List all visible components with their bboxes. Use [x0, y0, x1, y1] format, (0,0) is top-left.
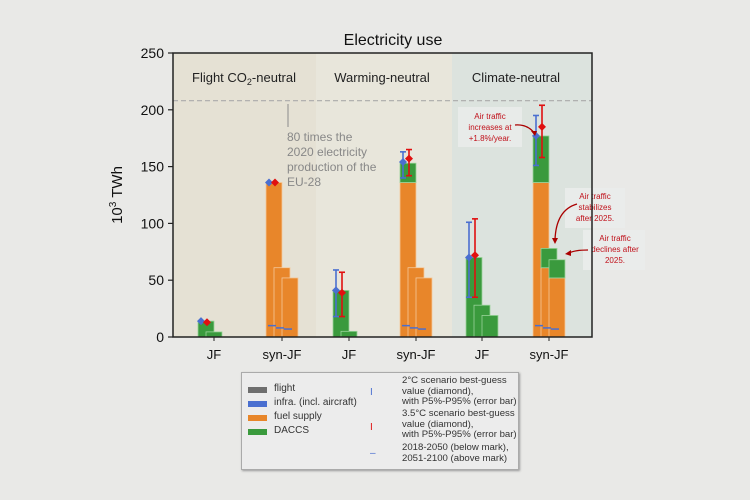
diamond-3-5c [471, 251, 479, 260]
diamond-2c [265, 178, 273, 187]
y-tick-label: 150 [141, 159, 165, 175]
svg-text:Air traffic: Air traffic [579, 192, 610, 201]
plot-frame [172, 52, 593, 338]
x-tick-label: JF [342, 347, 357, 362]
bar-daccs [532, 135, 550, 183]
panel-label-flight-co2-neutral: Flight CO2-neutral [192, 70, 296, 87]
svg-text:Air traffic: Air traffic [474, 112, 505, 121]
y-tick-label: 50 [148, 272, 164, 288]
x-tick-label: JF [475, 347, 490, 362]
arrow-icon [554, 203, 578, 241]
legend-swatch-fuel [248, 415, 267, 421]
legend-3-5c-text: 3.5°C scenario best-guess value (diamond)… [402, 408, 517, 440]
legend-swatch-infra [248, 401, 267, 407]
annotation-declines: Air traffic declines after 2025. [565, 230, 645, 270]
reference-text-line: 80 times the [287, 130, 353, 144]
reference-text-line: EU-28 [287, 175, 321, 189]
y-axis-label: 103 TWh [108, 166, 126, 224]
bar-fuel-supply [548, 277, 566, 338]
diamond-2c [399, 158, 407, 167]
legend-label-fuel: fuel supply [274, 411, 322, 422]
diamond-2c [332, 286, 340, 295]
diamond-3-5c [338, 288, 346, 297]
svg-text:stabilizes: stabilizes [579, 203, 612, 212]
legend-label-daccs: DACCS [274, 425, 310, 436]
panel-label-climate-neutral: Climate-neutral [472, 70, 560, 85]
legend: flight infra. (incl. aircraft) fuel supp… [241, 372, 519, 470]
bar-daccs [481, 315, 499, 338]
bar-daccs [548, 259, 566, 279]
legend-swatch-daccs [248, 429, 267, 435]
y-tick-label: 0 [156, 329, 164, 345]
bar-fuel-supply [415, 277, 433, 338]
diamond-2c [197, 317, 205, 326]
diamond-3-5c [538, 122, 546, 131]
svg-text:after 2025.: after 2025. [576, 214, 614, 223]
annotation-stabilizes: Air traffic stabilizes after 2025. [552, 188, 625, 244]
bar-daccs [340, 330, 358, 338]
chart-title: Electricity use [344, 32, 443, 49]
panel-label-warming-neutral: Warming-neutral [334, 70, 430, 85]
y-tick-label: 200 [141, 102, 165, 118]
x-tick-label: syn-JF [263, 347, 302, 362]
legend-2c-text: 2°C scenario best-guess value (diamond), w… [402, 375, 517, 407]
svg-text:+1.8%/year.: +1.8%/year. [469, 134, 511, 143]
legend-period-text: 2018-2050 (below mark), 2051-2100 (above … [402, 442, 509, 464]
svg-text:Air traffic: Air traffic [599, 234, 630, 243]
svg-text:2025.: 2025. [605, 256, 625, 265]
x-tick-label: syn-JF [530, 347, 569, 362]
diamond-3-5c [405, 154, 413, 163]
x-tick-label: syn-JF [397, 347, 436, 362]
legend-period-mark-icon: – [370, 448, 376, 459]
x-tick-label: JF [207, 347, 222, 362]
y-tick-label: 100 [141, 215, 165, 231]
reference-text-line: production of the [287, 160, 377, 174]
svg-text:declines after: declines after [591, 245, 639, 254]
legend-errorbar-blue-icon: I [370, 387, 373, 398]
reference-note: 80 times the 2020 electricity production… [287, 104, 377, 189]
y-tick-label: 250 [141, 45, 165, 61]
diamond-3-5c [271, 178, 279, 187]
legend-errorbar-red-icon: I [370, 422, 373, 433]
diamond-3-5c [203, 318, 211, 327]
diamond-2c [465, 253, 473, 262]
bar-fuel-supply [281, 277, 299, 338]
bar-daccs [205, 331, 223, 338]
reference-text-line: 2020 electricity [287, 145, 367, 159]
legend-swatch-flight [248, 387, 267, 393]
legend-label-infra: infra. (incl. aircraft) [274, 397, 357, 408]
annotation-increases: Air traffic increases at +1.8%/year. [458, 107, 537, 147]
svg-text:increases at: increases at [468, 123, 512, 132]
legend-label-flight: flight [274, 383, 296, 394]
